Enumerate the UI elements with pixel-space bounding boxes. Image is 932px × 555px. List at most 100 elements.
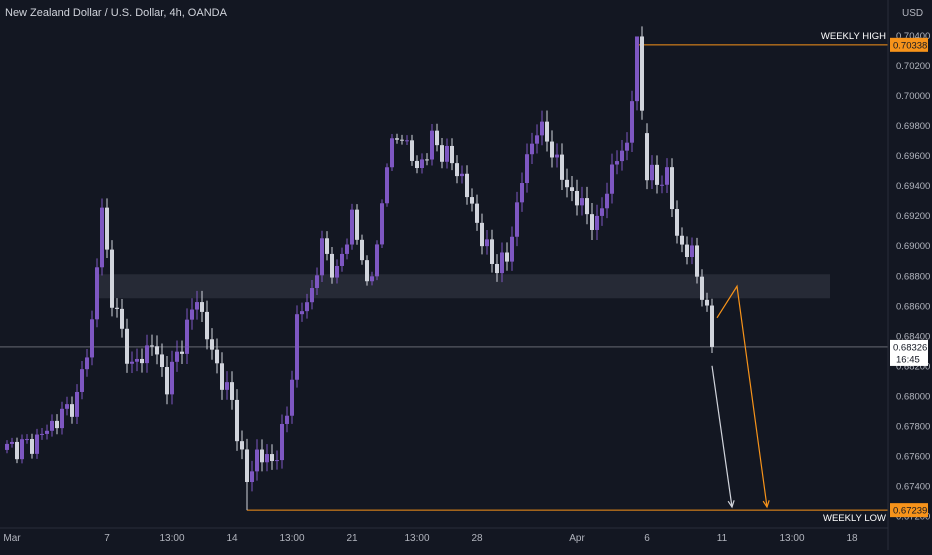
candle-bullish xyxy=(225,382,229,390)
candle-bullish xyxy=(390,138,394,168)
candle-bullish xyxy=(25,439,29,441)
candle-bullish xyxy=(320,238,324,276)
candle-bullish xyxy=(660,184,664,186)
candle-bearish xyxy=(645,133,649,181)
candle-bullish xyxy=(375,244,379,277)
candle-bullish xyxy=(630,101,634,143)
candle-bearish xyxy=(415,160,419,169)
price-tick-label: 0.69600 xyxy=(896,151,930,162)
candle-bullish xyxy=(135,358,139,362)
candle-bearish xyxy=(355,209,359,240)
candle-bullish xyxy=(350,209,354,245)
time-tick-label: 21 xyxy=(346,533,358,544)
candle-bullish xyxy=(340,253,344,266)
candle-bearish xyxy=(590,214,594,230)
candle-bearish xyxy=(330,253,334,278)
candle-bearish xyxy=(245,449,249,483)
projection-path[interactable] xyxy=(711,365,733,508)
candle-bearish xyxy=(125,328,129,364)
candle-bearish xyxy=(260,449,264,463)
time-tick-label: 18 xyxy=(846,533,858,544)
price-tick-label: 0.67400 xyxy=(896,481,930,492)
candle-bullish xyxy=(275,460,279,462)
price-tick-label: 0.68400 xyxy=(896,331,930,342)
price-tick-label: 0.69000 xyxy=(896,241,930,252)
bar-countdown: 16:45 xyxy=(896,354,920,365)
candle-bearish xyxy=(235,399,239,442)
price-tick-label: 0.69400 xyxy=(896,181,930,192)
weekly-high-value: 0.70338 xyxy=(893,40,927,51)
time-tick-label: 13:00 xyxy=(279,533,304,544)
candle-bearish xyxy=(270,454,274,462)
candle-bullish xyxy=(430,130,434,160)
candle-bearish xyxy=(120,308,124,329)
price-scale[interactable]: 0.672000.674000.676000.678000.680000.682… xyxy=(896,31,930,522)
candle-bearish xyxy=(505,252,509,262)
candle-bearish xyxy=(465,173,469,198)
candle-bullish xyxy=(335,265,339,278)
candle-bullish xyxy=(600,208,604,216)
candle-bearish xyxy=(570,187,574,191)
candle-bullish xyxy=(295,314,299,380)
price-tick-label: 0.69800 xyxy=(896,121,930,132)
candle-bullish xyxy=(45,430,49,434)
candle-bullish xyxy=(315,275,319,289)
weekly-low-value: 0.67239 xyxy=(893,506,927,517)
currency-label[interactable]: USD xyxy=(902,8,923,19)
candle-bearish xyxy=(495,263,499,274)
candle-bearish xyxy=(685,244,689,257)
candle-bullish xyxy=(50,420,54,431)
candle-bullish xyxy=(265,454,269,463)
time-tick-label: 28 xyxy=(471,533,483,544)
candle-bullish xyxy=(525,154,529,184)
candle-bullish xyxy=(530,143,534,155)
candle-bearish xyxy=(205,311,209,340)
candle-bullish xyxy=(250,471,254,483)
candle-bullish xyxy=(625,142,629,151)
candle-bullish xyxy=(285,415,289,424)
candle-bearish xyxy=(155,346,159,355)
candle-bullish xyxy=(555,154,559,158)
candle-bearish xyxy=(700,276,704,300)
candle-bearish xyxy=(325,238,329,254)
candle-bearish xyxy=(450,145,454,164)
candle-bearish xyxy=(560,154,564,180)
candle-bullish xyxy=(145,345,149,364)
candle-bullish xyxy=(95,267,99,320)
candle-bearish xyxy=(365,260,369,282)
candle-bearish xyxy=(220,363,224,390)
candle-bullish xyxy=(515,202,519,237)
candle-bearish xyxy=(545,121,549,142)
candle-bearish xyxy=(575,190,579,206)
candle-bearish xyxy=(680,235,684,245)
candle-bullish xyxy=(635,36,639,102)
candle-bullish xyxy=(665,167,669,185)
time-tick-label: Apr xyxy=(569,533,585,544)
candle-bullish xyxy=(130,361,134,364)
candle-bearish xyxy=(400,139,404,141)
candle-bearish xyxy=(150,345,154,347)
time-scale[interactable]: Mar 7 13:00 14 13:00 21 13:00 28 Apr 6 11 13:00 18 xyxy=(3,533,858,544)
candle-bearish xyxy=(210,339,214,350)
chart-title: New Zealand Dollar / U.S. Dollar, 4h, OA… xyxy=(5,7,228,19)
candle-bearish xyxy=(565,179,569,188)
projection-path[interactable] xyxy=(716,284,768,508)
candle-bearish xyxy=(585,198,589,215)
candle-bullish xyxy=(620,150,624,162)
candle-bearish xyxy=(200,302,204,312)
candle-bullish xyxy=(605,193,609,209)
candle-bullish xyxy=(580,198,584,206)
candle-bearish xyxy=(15,441,19,460)
candle-bullish xyxy=(615,161,619,165)
candle-bullish xyxy=(300,311,304,315)
candle-bullish xyxy=(65,404,69,409)
weekly-high-label: WEEKLY HIGH xyxy=(821,31,886,42)
candle-bearish xyxy=(425,159,429,161)
candle-bearish xyxy=(695,245,699,277)
weekly-high-tag xyxy=(890,37,928,52)
candle-bullish xyxy=(690,245,694,257)
time-tick-label: 7 xyxy=(104,533,110,544)
candle-bullish xyxy=(445,145,449,162)
